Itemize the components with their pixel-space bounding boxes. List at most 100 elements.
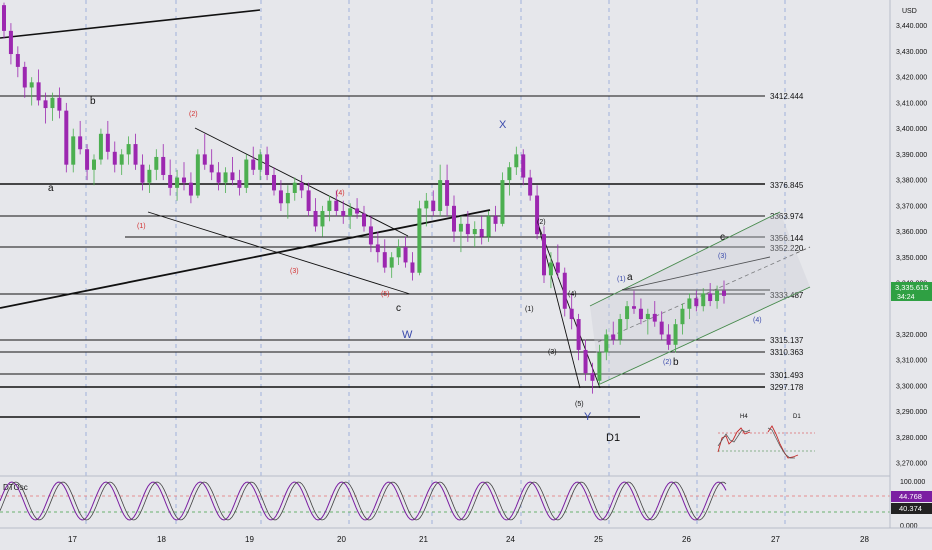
oscillator-line-slow	[0, 481, 727, 521]
candle-body	[182, 177, 186, 183]
channel-lower-green	[599, 286, 811, 385]
wave-label-x: X	[499, 119, 507, 131]
price-axis[interactable]: USD 3,440.000 3,430.000 3,420.000 3,410.000…	[889, 0, 932, 550]
candle-body	[161, 156, 166, 175]
oscillator-pane: DTOsc	[0, 475, 890, 521]
candle-body	[2, 5, 6, 31]
candle-body	[119, 154, 124, 165]
candle-body	[64, 110, 69, 165]
wave-label-1-red: (1)	[137, 223, 146, 230]
price-tick-label: 3,270.000	[896, 461, 927, 468]
wedge-upper	[621, 256, 771, 291]
candle-body	[43, 100, 48, 109]
candle-body	[285, 192, 290, 204]
candle-body	[708, 293, 713, 302]
candle-body	[659, 321, 664, 335]
price-tick-label: 3,280.000	[896, 435, 927, 442]
candle-body	[521, 154, 526, 178]
wave-label-4-blue: (4)	[753, 317, 762, 324]
candle-body	[355, 208, 360, 214]
price-tick-label: 3,310.000	[896, 358, 927, 365]
trendline-long-rising	[0, 209, 491, 309]
candle-body	[500, 180, 505, 224]
channel-mid-dashed	[597, 246, 811, 343]
candle-body	[645, 313, 650, 320]
candle-body	[576, 319, 581, 350]
price-countdown: 34:24	[897, 294, 915, 301]
time-tick-label: 27	[771, 535, 780, 544]
candle-body	[292, 182, 297, 193]
channel-upper-green	[589, 211, 781, 307]
candle-body	[251, 159, 256, 170]
wave-label-5-red: (5)	[381, 291, 390, 298]
wave-label-1-blue: (1)	[617, 276, 626, 283]
price-tick-label: 3,290.000	[896, 409, 927, 416]
candle-body	[112, 151, 117, 165]
level-label-3297: 3297.178	[770, 383, 804, 392]
time-tick-label: 25	[594, 535, 603, 544]
candle-body	[85, 149, 90, 170]
candle-body	[258, 154, 263, 170]
wave-label-2-black: (2)	[537, 219, 546, 226]
price-tick-label: 3,420.000	[896, 75, 927, 82]
wave-label-5-black: (5)	[575, 401, 584, 408]
candle-body	[548, 262, 553, 276]
time-tick-label: 21	[419, 535, 428, 544]
trendline-top-left	[0, 9, 261, 39]
trendline-impulse-b	[537, 223, 601, 389]
wave-label-a-top: a	[48, 183, 54, 194]
time-tick-label: 28	[860, 535, 869, 544]
current-price-value: 3,335.615	[895, 283, 928, 292]
time-axis[interactable]: 17 18 19 20 21 24 25 26 27 28	[0, 527, 932, 544]
wave-label-1-black: (1)	[525, 306, 534, 313]
candle-body	[237, 180, 242, 188]
time-tick-label: 20	[337, 535, 346, 544]
osc-value-2: 40.374	[899, 504, 922, 513]
time-tick-label: 24	[506, 535, 515, 544]
time-tick-label: 26	[682, 535, 691, 544]
candle-body	[403, 247, 408, 263]
candle-body	[202, 154, 207, 165]
wave-label-3-black: (3)	[548, 349, 557, 356]
candle-body	[465, 223, 470, 235]
candle-body	[604, 334, 609, 353]
wave-label-a-right: a	[627, 272, 633, 283]
time-tick-label: 17	[68, 535, 77, 544]
d1-label: D1	[606, 432, 620, 444]
candle-body	[223, 172, 228, 183]
candle-body	[458, 223, 463, 232]
level-label-3301: 3301.493	[770, 371, 804, 380]
candle-body	[216, 172, 221, 183]
candle-body	[396, 247, 401, 258]
level-label-3310: 3310.363	[770, 348, 804, 357]
wave-label-2-red: (2)	[189, 111, 198, 118]
level-label-3412: 3412.444	[770, 92, 804, 101]
oscillator-line-fast	[0, 481, 727, 521]
candle-body	[29, 82, 34, 88]
time-tick-labels: 17 18 19 20 21 24 25 26 27 28	[68, 535, 869, 544]
candle-body	[341, 210, 346, 217]
mini-panel-h4-label: H4	[740, 414, 748, 420]
candle-body	[244, 159, 249, 188]
candle-body	[71, 136, 76, 165]
level-label-3333: 3333.487	[770, 291, 804, 300]
candle-body	[486, 216, 491, 237]
price-tick-label: 3,350.000	[896, 255, 927, 262]
day-separators	[85, 0, 786, 528]
candle-body	[50, 97, 55, 109]
candle-body	[278, 190, 283, 204]
candle-body	[555, 262, 560, 273]
candle-body	[140, 164, 145, 183]
candle-body	[625, 306, 630, 320]
candle-body	[479, 228, 484, 237]
candle-body	[431, 200, 436, 211]
candle-body	[590, 373, 595, 381]
level-lines	[0, 95, 765, 418]
level-labels: 3412.444 3376.845 3363.974 3356.144 3352…	[770, 92, 804, 392]
candle-body	[715, 290, 720, 302]
candle-body	[348, 208, 353, 217]
level-label-3376: 3376.845	[770, 181, 804, 190]
candle-body	[507, 167, 512, 181]
